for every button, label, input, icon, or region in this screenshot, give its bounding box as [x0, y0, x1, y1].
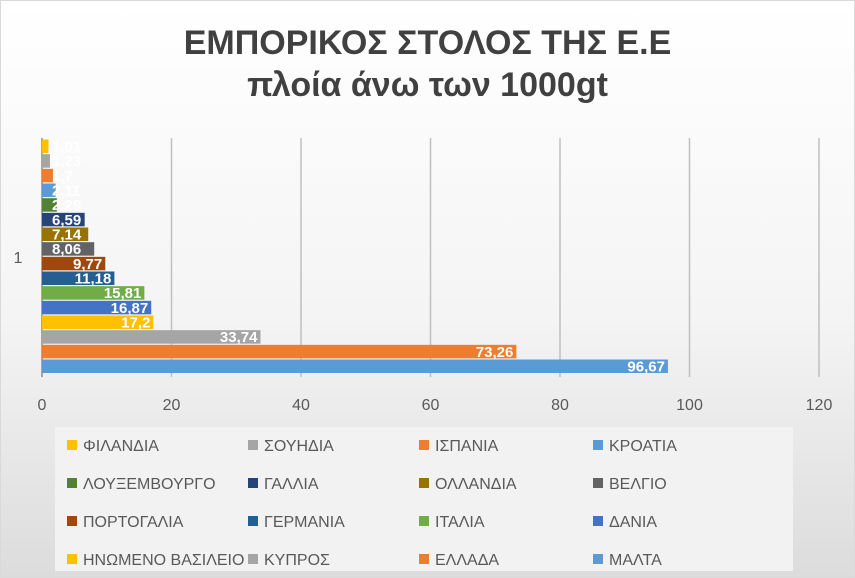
bar-11	[42, 300, 152, 315]
bar-12	[42, 315, 154, 329]
bar-label-0: 1,01	[52, 139, 81, 156]
legend-label-15: ΜΑΛΤΑ	[609, 552, 662, 569]
bar-13	[42, 330, 261, 344]
bar-label-14: 73,26	[476, 344, 514, 361]
bar-label-12: 17,2	[121, 315, 150, 332]
bar-label-2: 1,7	[52, 168, 73, 185]
legend-swatch-6	[419, 478, 429, 488]
legend-label-7: ΒΕΛΓΙΟ	[609, 476, 667, 493]
bar-2	[42, 168, 54, 183]
legend-swatch-0	[67, 440, 77, 450]
chart-title-line-2: πλοία άνω των 1000gt	[247, 66, 608, 104]
bar-label-9: 11,18	[75, 271, 112, 288]
bar-label-5: 6,59	[52, 212, 81, 229]
legend-label-13: ΚΥΠΡΟΣ	[264, 552, 330, 569]
legend-swatch-11	[593, 516, 603, 526]
chart-title: ΕΜΠΟΡΙΚΟΣ ΣΤΟΛΟΣ ΤΗΣ Ε.Ε πλοία άνω των 1…	[0, 22, 855, 106]
legend-swatch-12	[67, 554, 77, 564]
legend-label-0: ΦΙΛΑΝΔΙΑ	[83, 438, 159, 455]
legend-label-1: ΣΟΥΗΔΙΑ	[264, 438, 334, 455]
legend-swatch-5	[248, 478, 258, 488]
bar-10	[42, 286, 145, 300]
bar-label-11: 16,87	[111, 300, 149, 317]
x-tick-label-4: 80	[551, 397, 569, 414]
x-tick-label-0: 0	[38, 397, 47, 414]
bar-label-3: 2,11	[52, 183, 80, 200]
bar-6	[42, 227, 89, 241]
bar-0	[42, 139, 49, 153]
category-label: 1	[14, 250, 23, 267]
legend-label-12: ΗΝΩΜΕΝΟ ΒΑΣΙΛΕΙΟ	[83, 552, 244, 569]
legend-swatch-7	[593, 478, 603, 488]
x-tick-label-2: 40	[292, 397, 310, 414]
bar-4	[42, 198, 57, 212]
x-tick-label-6: 120	[806, 397, 833, 414]
x-tick-label-5: 100	[676, 397, 703, 414]
legend-swatch-4	[67, 478, 77, 488]
legend-swatch-10	[419, 516, 429, 526]
bar-14	[42, 344, 517, 359]
legend-swatch-13	[248, 554, 258, 564]
legend-label-14: ΕΛΛΑΔΑ	[435, 552, 499, 569]
legend-label-2: ΙΣΠΑΝΙΑ	[435, 438, 499, 455]
bar-15	[42, 359, 668, 373]
bar-9	[42, 271, 115, 285]
bar-8	[42, 256, 106, 271]
legend-label-6: ΟΛΛΑΝΔΙΑ	[435, 476, 517, 493]
legend-swatch-14	[419, 554, 429, 564]
x-tick-label-1: 20	[163, 397, 181, 414]
bar-label-7: 8,06	[52, 241, 81, 258]
legend-label-4: ΛΟΥΞΕΜΒΟΥΡΓΟ	[83, 476, 216, 493]
legend-swatch-2	[419, 440, 429, 450]
bar-label-13: 33,74	[220, 329, 258, 346]
bar-5	[42, 212, 85, 227]
legend-label-10: ΙΤΑΛΙΑ	[435, 514, 485, 531]
bar-1	[42, 154, 50, 168]
bar-7	[42, 242, 95, 256]
legend-swatch-1	[248, 440, 258, 450]
bar-3	[42, 183, 56, 197]
chart-title-line-1: ΕΜΠΟΡΙΚΟΣ ΣΤΟΛΟΣ ΤΗΣ Ε.Ε	[183, 24, 672, 62]
bar-label-6: 7,14	[52, 227, 82, 244]
x-tick-label-3: 60	[422, 397, 440, 414]
legend-box	[55, 427, 793, 571]
bar-label-4: 2,29	[52, 197, 81, 214]
bar-label-8: 9,77	[73, 256, 102, 273]
legend-swatch-15	[593, 554, 603, 564]
legend-label-11: ΔΑΝΙΑ	[609, 514, 657, 531]
legend-swatch-8	[67, 516, 77, 526]
legend-label-9: ΓΕΡΜΑΝΙΑ	[264, 514, 345, 531]
bar-label-1: 1,23	[52, 153, 81, 170]
bar-label-10: 15,81	[104, 285, 142, 302]
legend-label-8: ΠΟΡΤΟΓΑΛΙΑ	[83, 514, 184, 531]
bar-label-15: 96,67	[627, 359, 665, 376]
legend-label-5: ΓΑΛΛΙΑ	[264, 476, 319, 493]
legend-label-3: ΚΡΟΑΤΙΑ	[609, 438, 677, 455]
legend-swatch-3	[593, 440, 603, 450]
legend-swatch-9	[248, 516, 258, 526]
